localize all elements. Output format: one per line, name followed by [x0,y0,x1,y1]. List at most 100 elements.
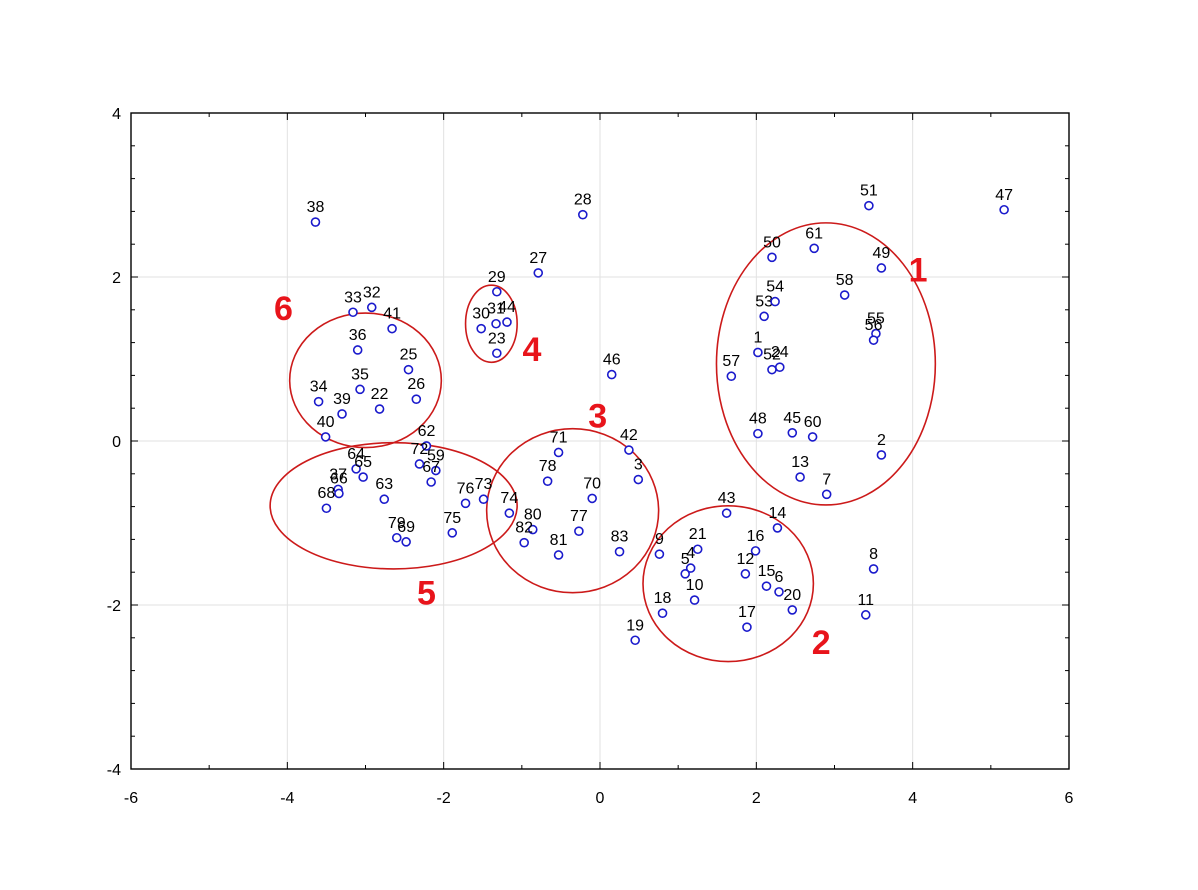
cluster-label-1: 1 [909,252,928,290]
point-marker [348,307,358,318]
point-label: 61 [805,225,823,242]
x-tick-label: 0 [596,790,605,807]
point-marker [654,549,665,559]
point-marker [868,335,879,345]
point-label: 47 [995,187,1013,204]
point-72: 72 [411,441,429,469]
point-7: 7 [821,471,832,500]
point-43: 43 [718,490,736,518]
point-30: 30 [472,306,490,334]
point-58: 58 [836,272,854,300]
point-label: 80 [524,507,542,524]
point-marker [750,546,761,556]
point-marker [358,472,368,482]
cluster-label-6: 6 [274,290,293,328]
point-marker [860,610,871,620]
point-label: 10 [686,577,704,594]
point-marker [460,498,471,509]
point-47: 47 [995,187,1013,215]
point-20: 20 [783,587,801,615]
point-32: 32 [363,284,381,313]
point-label: 20 [783,587,801,604]
point-marker [761,581,772,591]
point-label: 9 [655,531,664,548]
point-16: 16 [747,528,765,556]
point-label: 62 [418,423,436,440]
point-78: 78 [539,458,557,486]
point-39: 39 [333,391,351,419]
point-marker [337,409,347,419]
point-label: 19 [626,617,644,634]
point-marker [689,595,700,605]
cluster-ellipse-6 [288,312,443,449]
point-62: 62 [418,423,436,451]
point-marker [553,447,564,458]
x-tick-label: -4 [280,790,294,807]
point-label: 7 [822,471,831,488]
point-label: 29 [488,269,506,286]
point-marker [310,217,321,227]
point-label: 12 [736,551,754,568]
point-label: 34 [310,379,328,396]
point-49: 49 [873,245,891,273]
point-label: 73 [475,476,493,493]
point-53: 53 [755,293,773,322]
point-59: 59 [427,448,445,476]
point-marker [533,268,544,278]
point-label: 79 [388,515,406,532]
point-marker [519,537,529,548]
point-marker [795,472,805,482]
point-label: 64 [347,446,365,463]
point-83: 83 [611,529,629,557]
point-marker [774,587,784,597]
point-marker [352,345,363,355]
point-42: 42 [620,427,638,455]
point-marker [876,450,887,460]
point-41: 41 [383,306,401,334]
point-label: 22 [371,386,389,403]
point-label: 76 [457,480,475,497]
point-22: 22 [371,386,389,414]
point-marker [787,427,798,438]
point-marker [492,286,502,297]
point-64: 64 [347,446,365,474]
point-marker [313,396,324,407]
point-label: 82 [515,520,533,537]
point-label: 26 [407,376,425,393]
point-80: 80 [524,507,542,535]
point-36: 36 [349,327,367,355]
point-10: 10 [686,577,704,605]
point-46: 46 [603,352,621,380]
point-label: 58 [836,272,854,289]
point-marker [657,608,668,619]
point-marker [864,200,874,211]
point-17: 17 [738,604,756,632]
point-label: 81 [550,532,568,549]
point-label: 77 [570,508,588,525]
point-label: 49 [873,245,891,262]
point-5: 5 [680,551,691,579]
point-marker [685,563,696,573]
point-57: 57 [722,353,740,382]
point-3: 3 [633,457,644,485]
point-label: 60 [804,414,822,431]
point-marker [478,494,489,505]
point-label: 44 [498,299,516,316]
point-label: 78 [539,458,557,475]
point-label: 72 [411,441,429,458]
point-label: 2 [877,432,886,449]
point-label: 39 [333,391,351,408]
point-40: 40 [317,414,335,442]
point-label: 50 [763,234,781,251]
point-56: 56 [865,317,883,345]
y-tick-label: 4 [112,106,121,123]
point-label: 8 [869,546,878,563]
point-label: 28 [574,192,592,209]
point-label: 41 [383,306,401,323]
point-label: 57 [722,353,740,370]
y-tick-label: 2 [112,270,121,287]
point-54: 54 [766,279,784,307]
point-label: 15 [758,563,776,580]
cluster-label-2: 2 [812,624,831,662]
